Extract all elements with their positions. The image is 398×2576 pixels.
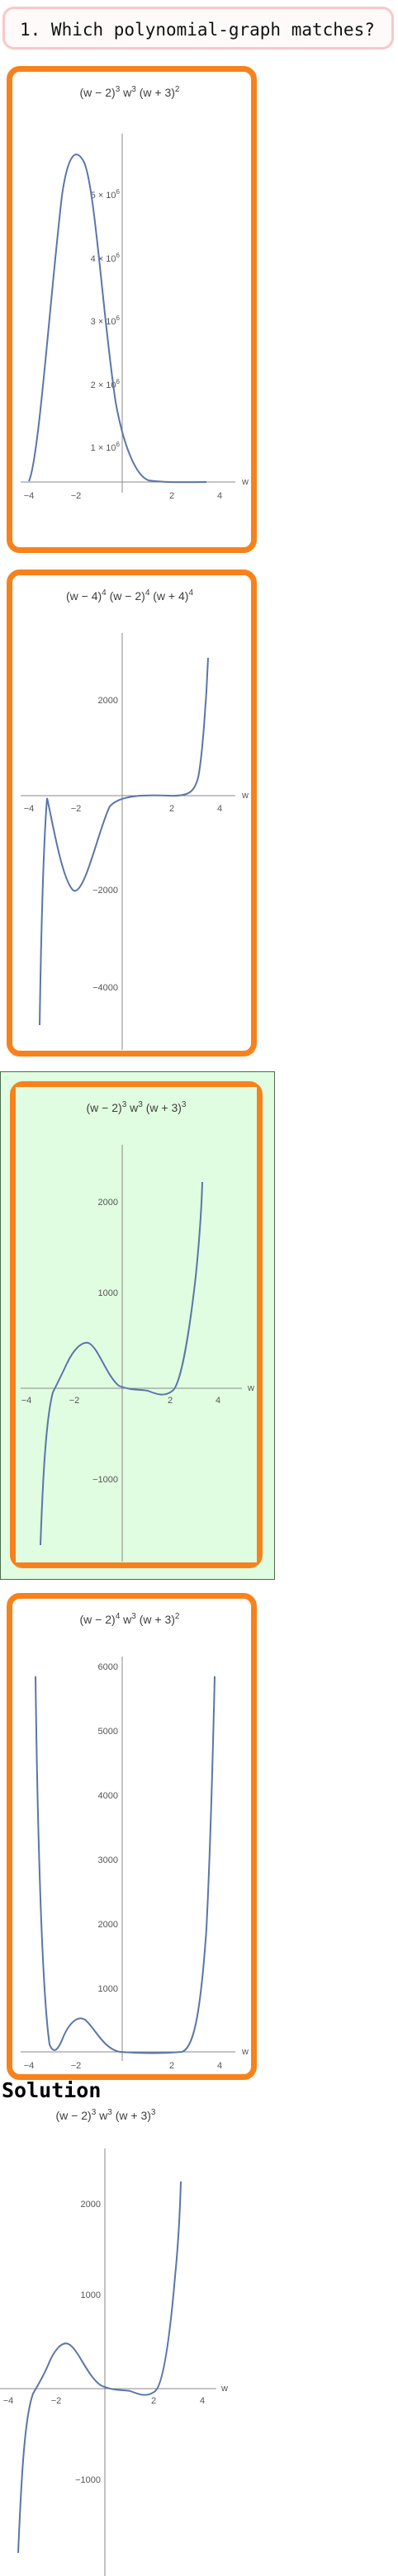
y-tick-label: 2000 [81, 2200, 101, 2210]
y-tick-label: −1000 [92, 1475, 118, 1485]
solution-plot: (w − 2)3 w3 (w + 3)3 −4 −2 2 4 w 2000 10… [0, 2108, 228, 2576]
x-axis-label: w [241, 477, 249, 487]
option-3-plot: (w − 2)3 w3 (w + 3)3 −4 −2 2 4 w 2000 10… [16, 1087, 257, 1562]
option-2-x-ticks: −4 −2 2 4 w [24, 791, 249, 814]
y-tick-label: −2000 [92, 886, 118, 896]
y-tick-label: 5000 [98, 1727, 118, 1737]
y-tick-label: 6000 [98, 1662, 118, 1672]
option-2-curve [39, 657, 209, 1026]
option-3-y-ticks: 2000 1000 −1000 [92, 1198, 118, 1485]
x-tick-label: −4 [21, 1396, 32, 1406]
x-tick-label: −4 [3, 2396, 14, 2406]
x-tick-label: 4 [217, 804, 222, 814]
x-axis-label: w [247, 1383, 254, 1393]
x-tick-label: −2 [71, 2061, 82, 2071]
y-tick-label: 2 × 106 [91, 378, 121, 390]
solution-title: (w − 2)3 w3 (w + 3)3 [56, 2108, 156, 2122]
x-tick-label: −4 [24, 2061, 35, 2071]
x-tick-label: 4 [216, 1396, 220, 1406]
option-card-1[interactable]: (w − 2)3 w3 (w + 3)2 −4 −2 2 4 w 1 × 106… [7, 66, 257, 553]
question-text: 1. Which polynomial-graph matches? [20, 20, 375, 40]
y-tick-label: −1000 [75, 2475, 101, 2485]
x-tick-label: −4 [24, 804, 35, 814]
y-tick-label: 4 × 106 [91, 252, 121, 264]
option-4-title: (w − 2)4 w3 (w + 3)2 [80, 1612, 180, 1626]
option-1-x-ticks: −4 −2 2 4 w [24, 477, 249, 501]
x-tick-label: 4 [200, 2396, 205, 2406]
option-4-x-ticks: −4 −2 2 4 w [24, 2047, 249, 2071]
x-tick-label: 2 [169, 491, 174, 501]
x-axis-label: w [220, 2384, 228, 2394]
option-3-background [16, 1087, 257, 1562]
option-card-2[interactable]: (w − 4)4 (w − 2)4 (w + 4)4 −4 −2 2 4 w 2… [7, 570, 257, 1056]
y-tick-label: 4000 [98, 1791, 118, 1801]
y-tick-label: 3000 [98, 1855, 118, 1865]
x-axis-label: w [241, 2047, 249, 2057]
x-tick-label: −2 [71, 491, 82, 501]
solution-curve [17, 2181, 182, 2554]
solution-y-ticks: 2000 1000 −1000 [75, 2200, 101, 2485]
solution-x-ticks: −4 −2 2 4 w [3, 2384, 228, 2406]
option-3-x-ticks: −4 −2 2 4 w [21, 1383, 254, 1406]
option-4-y-ticks: 6000 5000 4000 3000 2000 1000 [98, 1662, 118, 1994]
y-tick-label: 5 × 106 [91, 188, 121, 201]
option-2-title: (w − 4)4 (w − 2)4 (w + 4)4 [66, 588, 193, 603]
x-tick-label: 2 [168, 1396, 173, 1406]
x-tick-label: 2 [169, 2061, 174, 2071]
y-tick-label: 2000 [98, 1920, 118, 1930]
question-box: 1. Which polynomial-graph matches? [2, 7, 394, 50]
x-tick-label: −4 [24, 491, 35, 501]
option-1-title: (w − 2)3 w3 (w + 3)2 [80, 85, 180, 99]
y-tick-label: 2000 [98, 696, 118, 706]
x-tick-label: 2 [169, 804, 174, 814]
option-card-4[interactable]: (w − 2)4 w3 (w + 3)2 −4 −2 2 4 w 6000 50… [7, 1593, 257, 2080]
option-1-curve [28, 154, 207, 484]
y-tick-label: 1 × 106 [91, 441, 121, 453]
x-tick-label: −2 [71, 804, 82, 814]
option-2-plot: (w − 4)4 (w − 2)4 (w + 4)4 −4 −2 2 4 w 2… [21, 588, 249, 1050]
x-tick-label: −2 [51, 2396, 62, 2406]
x-tick-label: 2 [151, 2396, 156, 2406]
x-axis-label: w [241, 791, 249, 801]
x-tick-label: 4 [217, 2061, 222, 2071]
y-tick-label: 1000 [98, 1984, 118, 1994]
option-3-curve [40, 1181, 203, 1546]
option-4-curve [35, 1676, 216, 2054]
y-tick-label: −4000 [92, 983, 118, 993]
option-1-plot: (w − 2)3 w3 (w + 3)2 −4 −2 2 4 w 1 × 106… [21, 85, 249, 501]
y-tick-label: 1000 [81, 2290, 101, 2300]
solution-heading: Solution [2, 2078, 102, 2102]
option-card-3[interactable]: (w − 2)3 w3 (w + 3)3 −4 −2 2 4 w 2000 10… [10, 1081, 263, 1568]
x-tick-label: −2 [69, 1396, 80, 1406]
option-4-plot: (w − 2)4 w3 (w + 3)2 −4 −2 2 4 w 6000 50… [21, 1612, 249, 2071]
option-3-title: (w − 2)3 w3 (w + 3)3 [87, 1100, 187, 1114]
x-tick-label: 4 [217, 491, 222, 501]
y-tick-label: 1000 [98, 1288, 118, 1298]
option-2-y-ticks: 2000 −2000 −4000 [92, 696, 118, 993]
y-tick-label: 2000 [98, 1198, 118, 1208]
